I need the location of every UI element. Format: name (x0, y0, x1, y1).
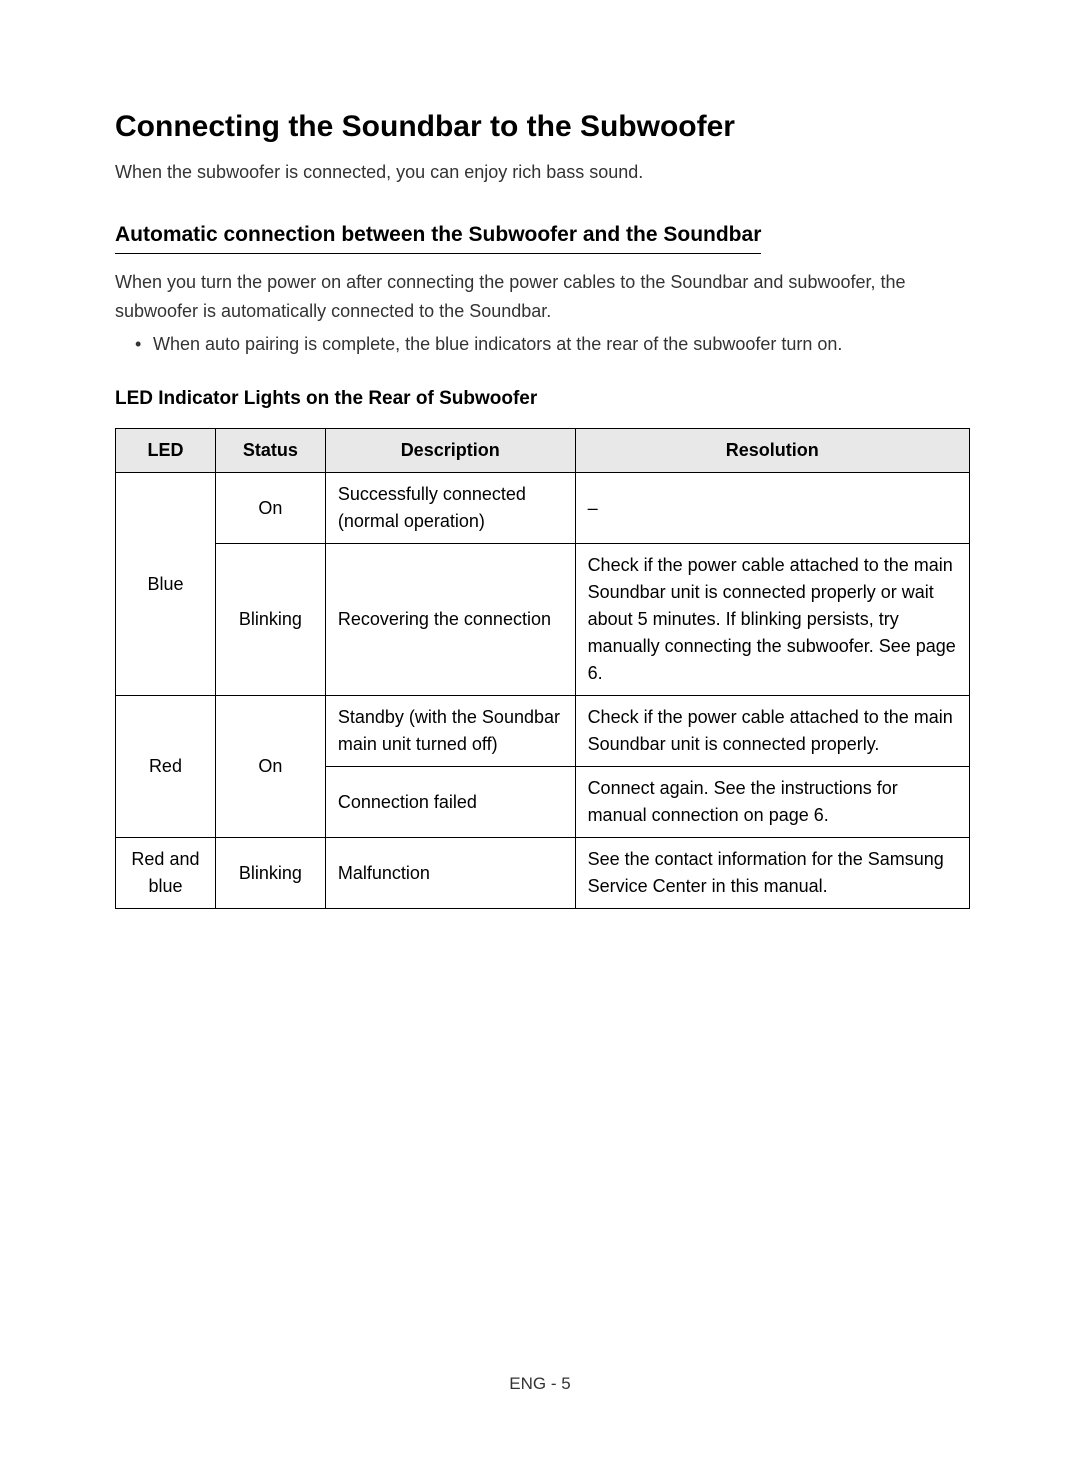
cell-description: Standby (with the Soundbar main unit tur… (325, 696, 575, 767)
bullet-item: When auto pairing is complete, the blue … (135, 330, 970, 359)
page-footer: ENG - 5 (509, 1374, 570, 1394)
description-text: When you turn the power on after connect… (115, 268, 970, 326)
cell-resolution: Check if the power cable attached to the… (575, 696, 969, 767)
cell-resolution: Connect again. See the instructions for … (575, 767, 969, 838)
led-indicator-table: LED Status Description Resolution Blue O… (115, 428, 970, 909)
intro-text: When the subwoofer is connected, you can… (115, 162, 970, 183)
cell-led-blue: Blue (116, 473, 216, 696)
cell-resolution: Check if the power cable attached to the… (575, 544, 969, 696)
main-heading: Connecting the Soundbar to the Subwoofer (115, 110, 970, 144)
cell-description: Connection failed (325, 767, 575, 838)
sub-heading: Automatic connection between the Subwoof… (115, 223, 761, 254)
cell-led-redblue: Red and blue (116, 838, 216, 909)
table-row: Red and blue Blinking Malfunction See th… (116, 838, 970, 909)
header-status: Status (215, 429, 325, 473)
cell-status: On (215, 473, 325, 544)
cell-status: Blinking (215, 838, 325, 909)
cell-description: Successfully connected (normal operation… (325, 473, 575, 544)
table-row: Blinking Recovering the connection Check… (116, 544, 970, 696)
cell-led-red: Red (116, 696, 216, 838)
cell-resolution: – (575, 473, 969, 544)
cell-description: Malfunction (325, 838, 575, 909)
cell-resolution: See the contact information for the Sams… (575, 838, 969, 909)
bullet-list: When auto pairing is complete, the blue … (135, 330, 970, 359)
cell-description: Recovering the connection (325, 544, 575, 696)
table-row: Blue On Successfully connected (normal o… (116, 473, 970, 544)
header-description: Description (325, 429, 575, 473)
table-header-row: LED Status Description Resolution (116, 429, 970, 473)
header-led: LED (116, 429, 216, 473)
cell-status: Blinking (215, 544, 325, 696)
header-resolution: Resolution (575, 429, 969, 473)
table-row: Red On Standby (with the Soundbar main u… (116, 696, 970, 767)
table-heading: LED Indicator Lights on the Rear of Subw… (115, 388, 970, 410)
cell-status: On (215, 696, 325, 838)
